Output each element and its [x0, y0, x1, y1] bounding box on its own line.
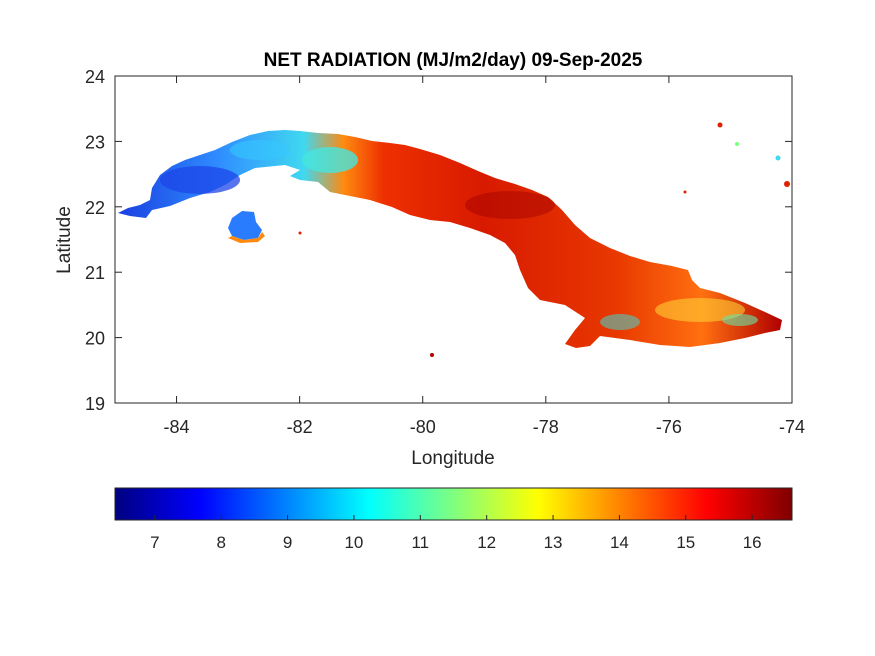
- y-tick-label: 19: [85, 394, 105, 414]
- x-axis: -84 -82 -80 -78 -76 -74: [164, 76, 805, 437]
- y-tick-label: 21: [85, 263, 105, 283]
- y-tick-label: 23: [85, 132, 105, 152]
- cay-2: [735, 142, 739, 146]
- colorbar-tick-label: 8: [216, 533, 225, 552]
- x-tick-label: -80: [410, 417, 436, 437]
- cay-1: [717, 122, 723, 128]
- x-tick-label: -76: [656, 417, 682, 437]
- east-yellow-patch: [655, 298, 745, 322]
- colorbar-tick-label: 9: [283, 533, 292, 552]
- land-raster: [118, 122, 790, 357]
- colorbar-tick-label: 14: [610, 533, 629, 552]
- east-darkred-patch: [465, 191, 555, 219]
- colorbar: [114, 487, 793, 521]
- y-tick-label: 22: [85, 198, 105, 218]
- colorbar-ticks: 7 8 9 10 11 12 13 14 15 16: [150, 515, 762, 552]
- cay-3: [775, 155, 781, 161]
- y-tick-label: 20: [85, 329, 105, 349]
- colorbar-tick-label: 7: [150, 533, 159, 552]
- chart-title: NET RADIATION (MJ/m2/day) 09-Sep-2025: [264, 50, 643, 71]
- y-axis: 19 20 21 22 23 24: [85, 67, 792, 414]
- colorbar-tick-label: 11: [411, 533, 429, 552]
- x-tick-label: -84: [164, 417, 190, 437]
- x-tick-label: -78: [533, 417, 559, 437]
- isla-south-edge: [228, 232, 265, 243]
- colorbar-tick-label: 13: [544, 533, 563, 552]
- colorbar-tick-label: 15: [676, 533, 695, 552]
- y-tick-label: 24: [85, 67, 105, 87]
- x-tick-label: -74: [779, 417, 805, 437]
- x-tick-label: -82: [287, 417, 313, 437]
- x-axis-label: Longitude: [411, 448, 494, 469]
- isla-de-la-juventud: [228, 211, 262, 240]
- cay-5: [430, 353, 434, 357]
- south-cyan-patch: [600, 314, 640, 330]
- colorbar-tick-label: 10: [344, 533, 363, 552]
- west-blue-patch: [160, 166, 240, 194]
- colorbar-tick-label: 16: [743, 533, 762, 552]
- cay-4: [784, 181, 790, 187]
- main-island: [118, 130, 782, 348]
- west-cyan-patch: [230, 140, 290, 160]
- east-green-patch: [722, 314, 758, 326]
- map-axes-box: [114, 75, 793, 404]
- cay-7: [683, 190, 687, 194]
- colorbar-tick-label: 12: [477, 533, 496, 552]
- cay-6: [298, 231, 302, 235]
- y-axis-label: Latitude: [54, 206, 75, 274]
- central-cyan-patch: [302, 147, 358, 173]
